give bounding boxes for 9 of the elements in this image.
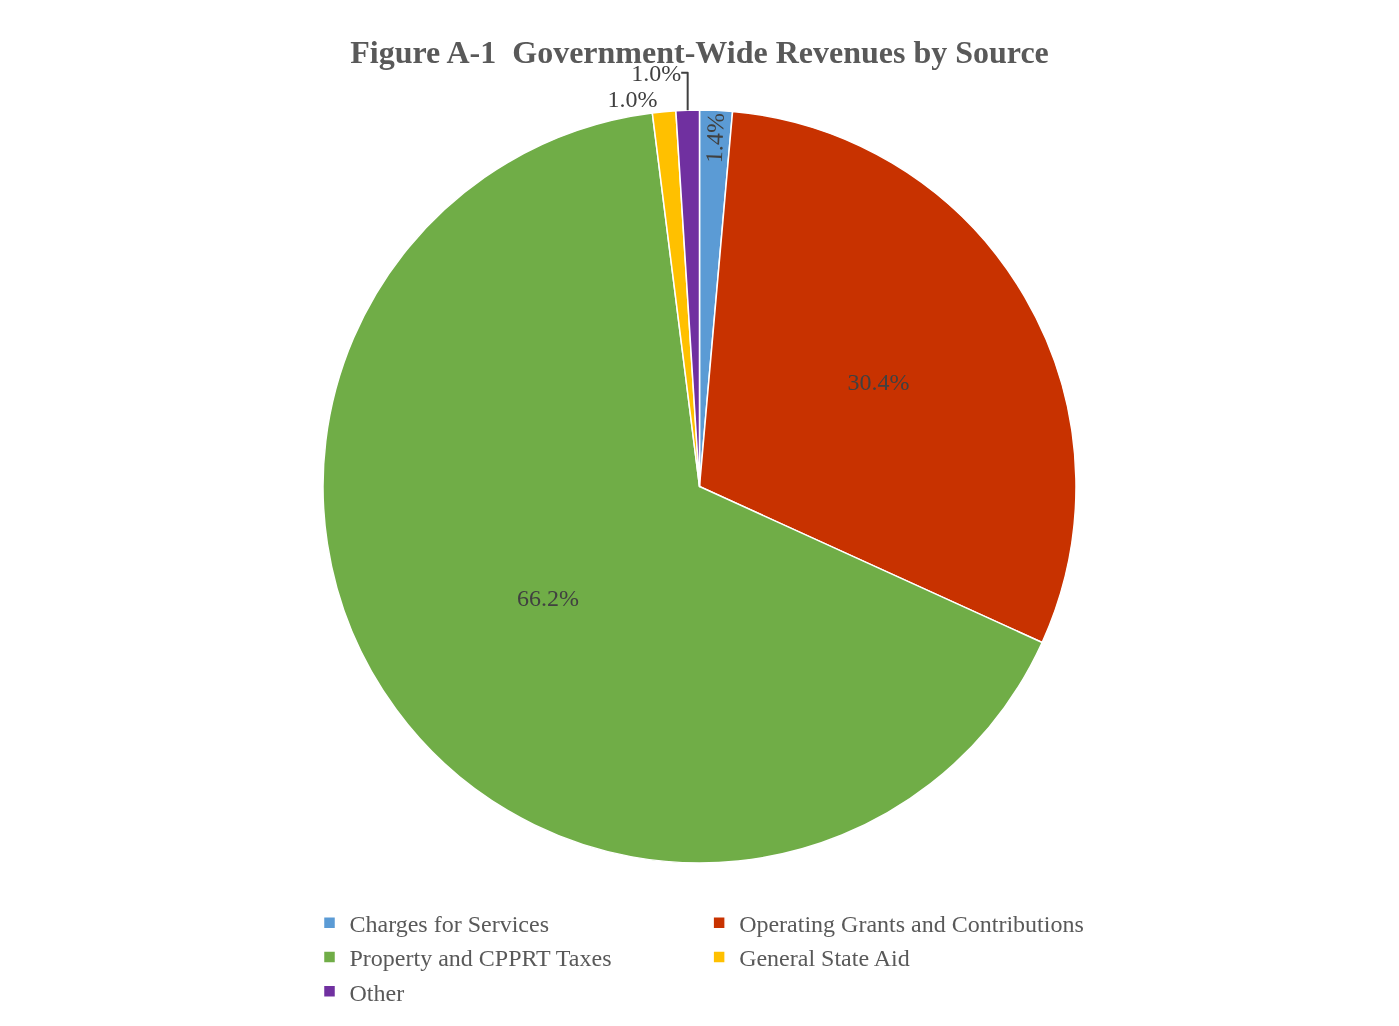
legend-label: Operating Grants and Contributions <box>739 911 1084 938</box>
data-label: 66.2% <box>516 585 579 612</box>
legend-label: Property and CPPRT Taxes <box>349 945 612 972</box>
data-label: 1.0% <box>607 85 658 112</box>
legend-label: Other <box>349 979 405 1006</box>
legend-label: Charges for Services <box>349 911 549 938</box>
legend-label: General State Aid <box>739 945 910 972</box>
data-label: 30.4% <box>847 369 910 396</box>
data-label: 1.4% <box>700 112 729 164</box>
